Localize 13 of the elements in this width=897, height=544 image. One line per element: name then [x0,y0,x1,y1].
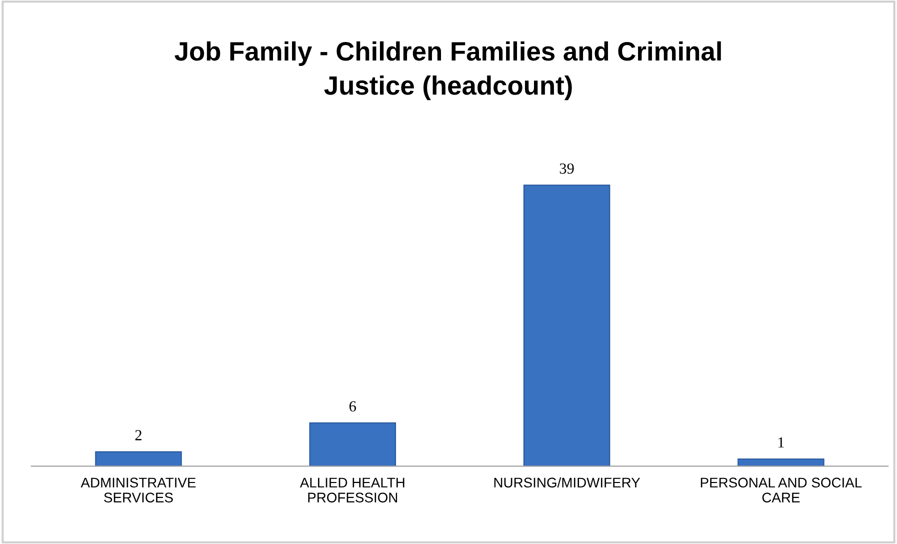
bar [738,458,824,466]
bar [95,451,182,466]
data-label: 2 [135,430,142,440]
data-label: 39 [560,163,574,174]
bar [309,422,396,466]
data-label: 1 [778,437,784,448]
data-label: 6 [349,401,356,412]
x-tick-label: ALLIED HEALTH PROFESSION [300,478,404,502]
bar [523,184,610,466]
chart-title: Job Family - Children Families and Criminal Justice (headcount) [174,41,721,100]
x-tick-label: PERSONAL AND SOCIAL CARE [700,478,862,502]
x-tick-label: ADMINISTRATIVE SERVICES [80,478,196,502]
x-tick-label: NURSING/MIDWIFERY [494,477,640,488]
